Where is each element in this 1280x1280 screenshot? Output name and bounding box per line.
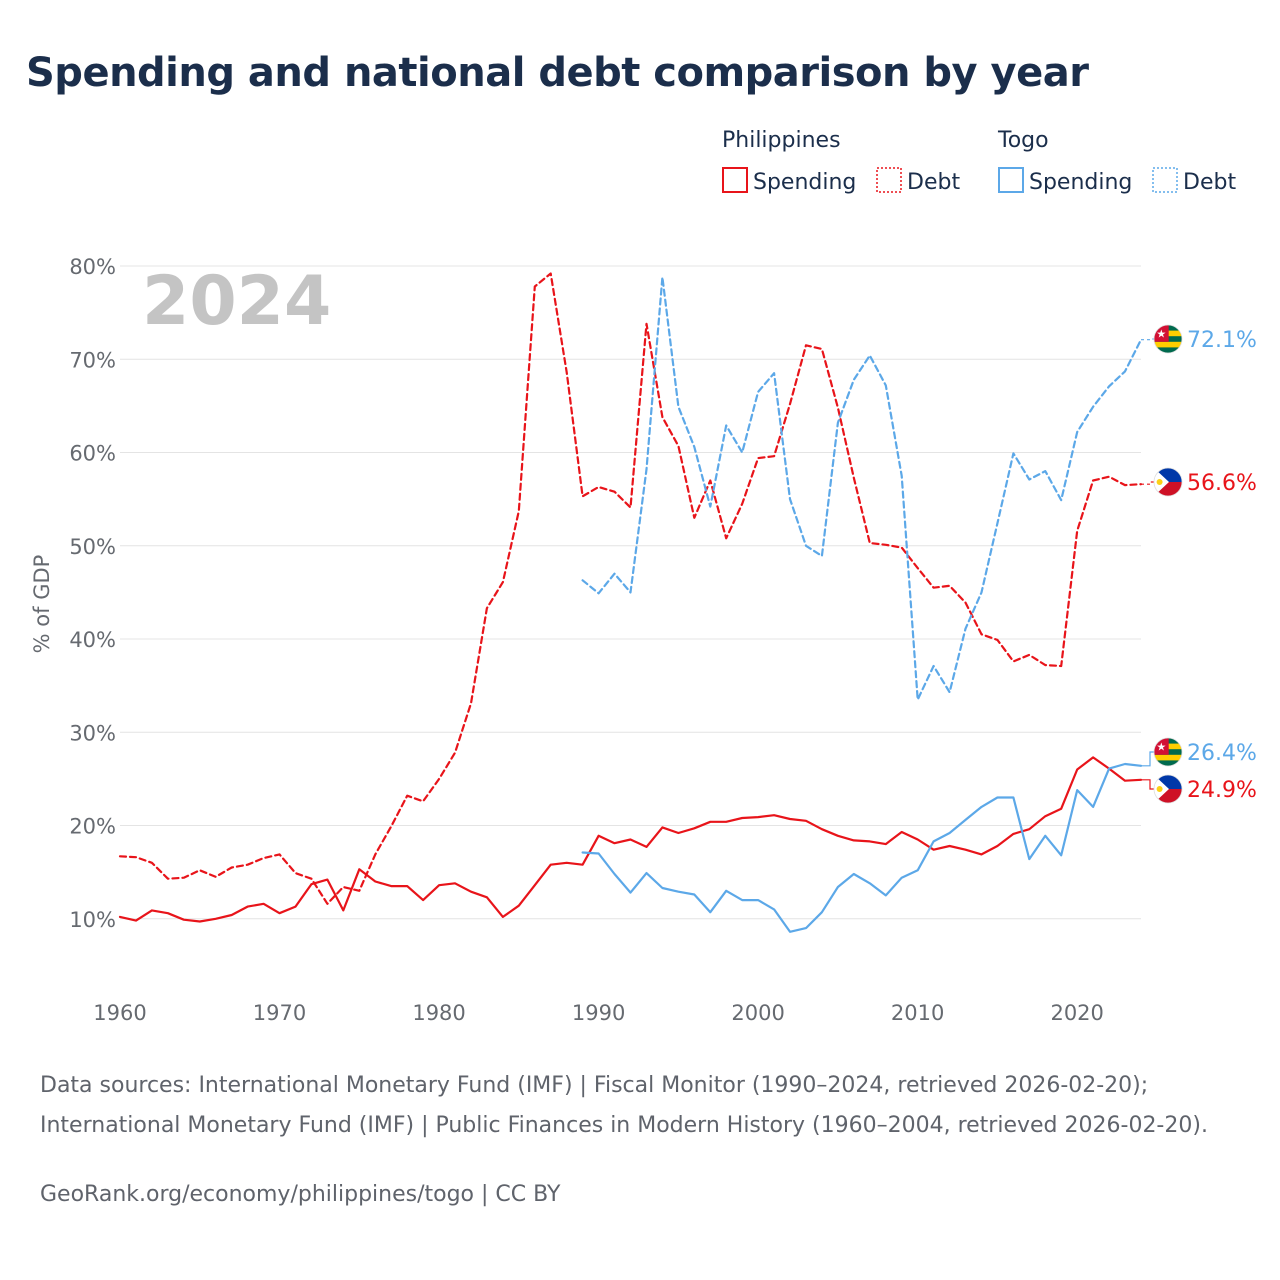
togo-flag-icon: ★ <box>1154 325 1182 353</box>
togo-debt-line <box>581 276 1143 701</box>
philippines-debt-connector <box>1141 481 1156 485</box>
togo-spending-line <box>581 762 1143 933</box>
philippines-flag-icon <box>1154 468 1182 496</box>
legend-group-philippines: Philippines <box>722 128 841 153</box>
x-tick-label: 1990 <box>572 1001 625 1025</box>
philippines-flag-icon <box>1154 775 1182 803</box>
chart-title: Spending and national debt comparison by… <box>26 50 1089 96</box>
x-tick-label: 1980 <box>412 1001 465 1025</box>
end-labels: 24.9% 56.6% ★ 26.4% ★ 72.1% <box>1141 324 1257 804</box>
y-tick-label: 30% <box>69 721 116 745</box>
svg-text:★: ★ <box>1156 741 1166 754</box>
x-tick-label: 1960 <box>93 1001 146 1025</box>
philippines-debt-end-label: 56.6% <box>1187 471 1257 496</box>
legend-swatch-togo-spending <box>998 167 1024 193</box>
x-tick-label: 1970 <box>253 1001 306 1025</box>
legend-swatch-philippines-spending <box>722 167 748 193</box>
legend: Philippines Spending Debt Togo Spending Debt <box>722 128 1236 195</box>
legend-label-togo-spending: Spending <box>1029 170 1132 195</box>
philippines-spending-line <box>118 756 1143 923</box>
x-axis-ticks: 1960 1970 1980 1990 2000 2010 2020 <box>93 1001 1104 1025</box>
gridlines <box>120 265 1141 920</box>
series-lines <box>118 272 1143 933</box>
togo-spending-connector <box>1141 751 1156 767</box>
credit-link[interactable]: GeoRank.org/economy/philippines/togo | C… <box>40 1182 561 1207</box>
year-stamp: 2024 <box>142 262 331 341</box>
svg-text:★: ★ <box>1156 328 1166 341</box>
x-tick-label: 2010 <box>891 1001 944 1025</box>
philippines-spending-connector <box>1141 779 1156 790</box>
source-note: Data sources: International Monetary Fun… <box>40 1073 1208 1138</box>
y-axis-ticks: 10% 20% 30% 40% 50% 60% 70% 80% <box>69 255 116 932</box>
y-tick-label: 80% <box>69 255 116 279</box>
legend-swatch-togo-debt <box>1152 167 1178 193</box>
philippines-spending-end-label: 24.9% <box>1187 778 1257 803</box>
y-axis-label: % of GDP <box>30 555 54 654</box>
togo-flag-icon: ★ <box>1154 738 1182 766</box>
togo-debt-end-label: 72.1% <box>1187 328 1257 353</box>
legend-label-philippines-spending: Spending <box>753 170 856 195</box>
togo-debt-connector <box>1141 338 1156 341</box>
x-tick-label: 2020 <box>1050 1001 1103 1025</box>
y-tick-label: 40% <box>69 628 116 652</box>
legend-group-togo: Togo <box>997 128 1049 153</box>
legend-label-philippines-debt: Debt <box>907 170 960 195</box>
y-tick-label: 10% <box>69 908 116 932</box>
legend-swatch-philippines-debt <box>876 167 902 193</box>
philippines-debt-line <box>118 272 1143 905</box>
y-tick-label: 60% <box>69 442 116 466</box>
y-tick-label: 70% <box>69 348 116 372</box>
togo-spending-end-label: 26.4% <box>1187 741 1257 766</box>
y-tick-label: 50% <box>69 535 116 559</box>
x-tick-label: 2000 <box>731 1001 784 1025</box>
y-tick-label: 20% <box>69 815 116 839</box>
legend-label-togo-debt: Debt <box>1183 170 1236 195</box>
